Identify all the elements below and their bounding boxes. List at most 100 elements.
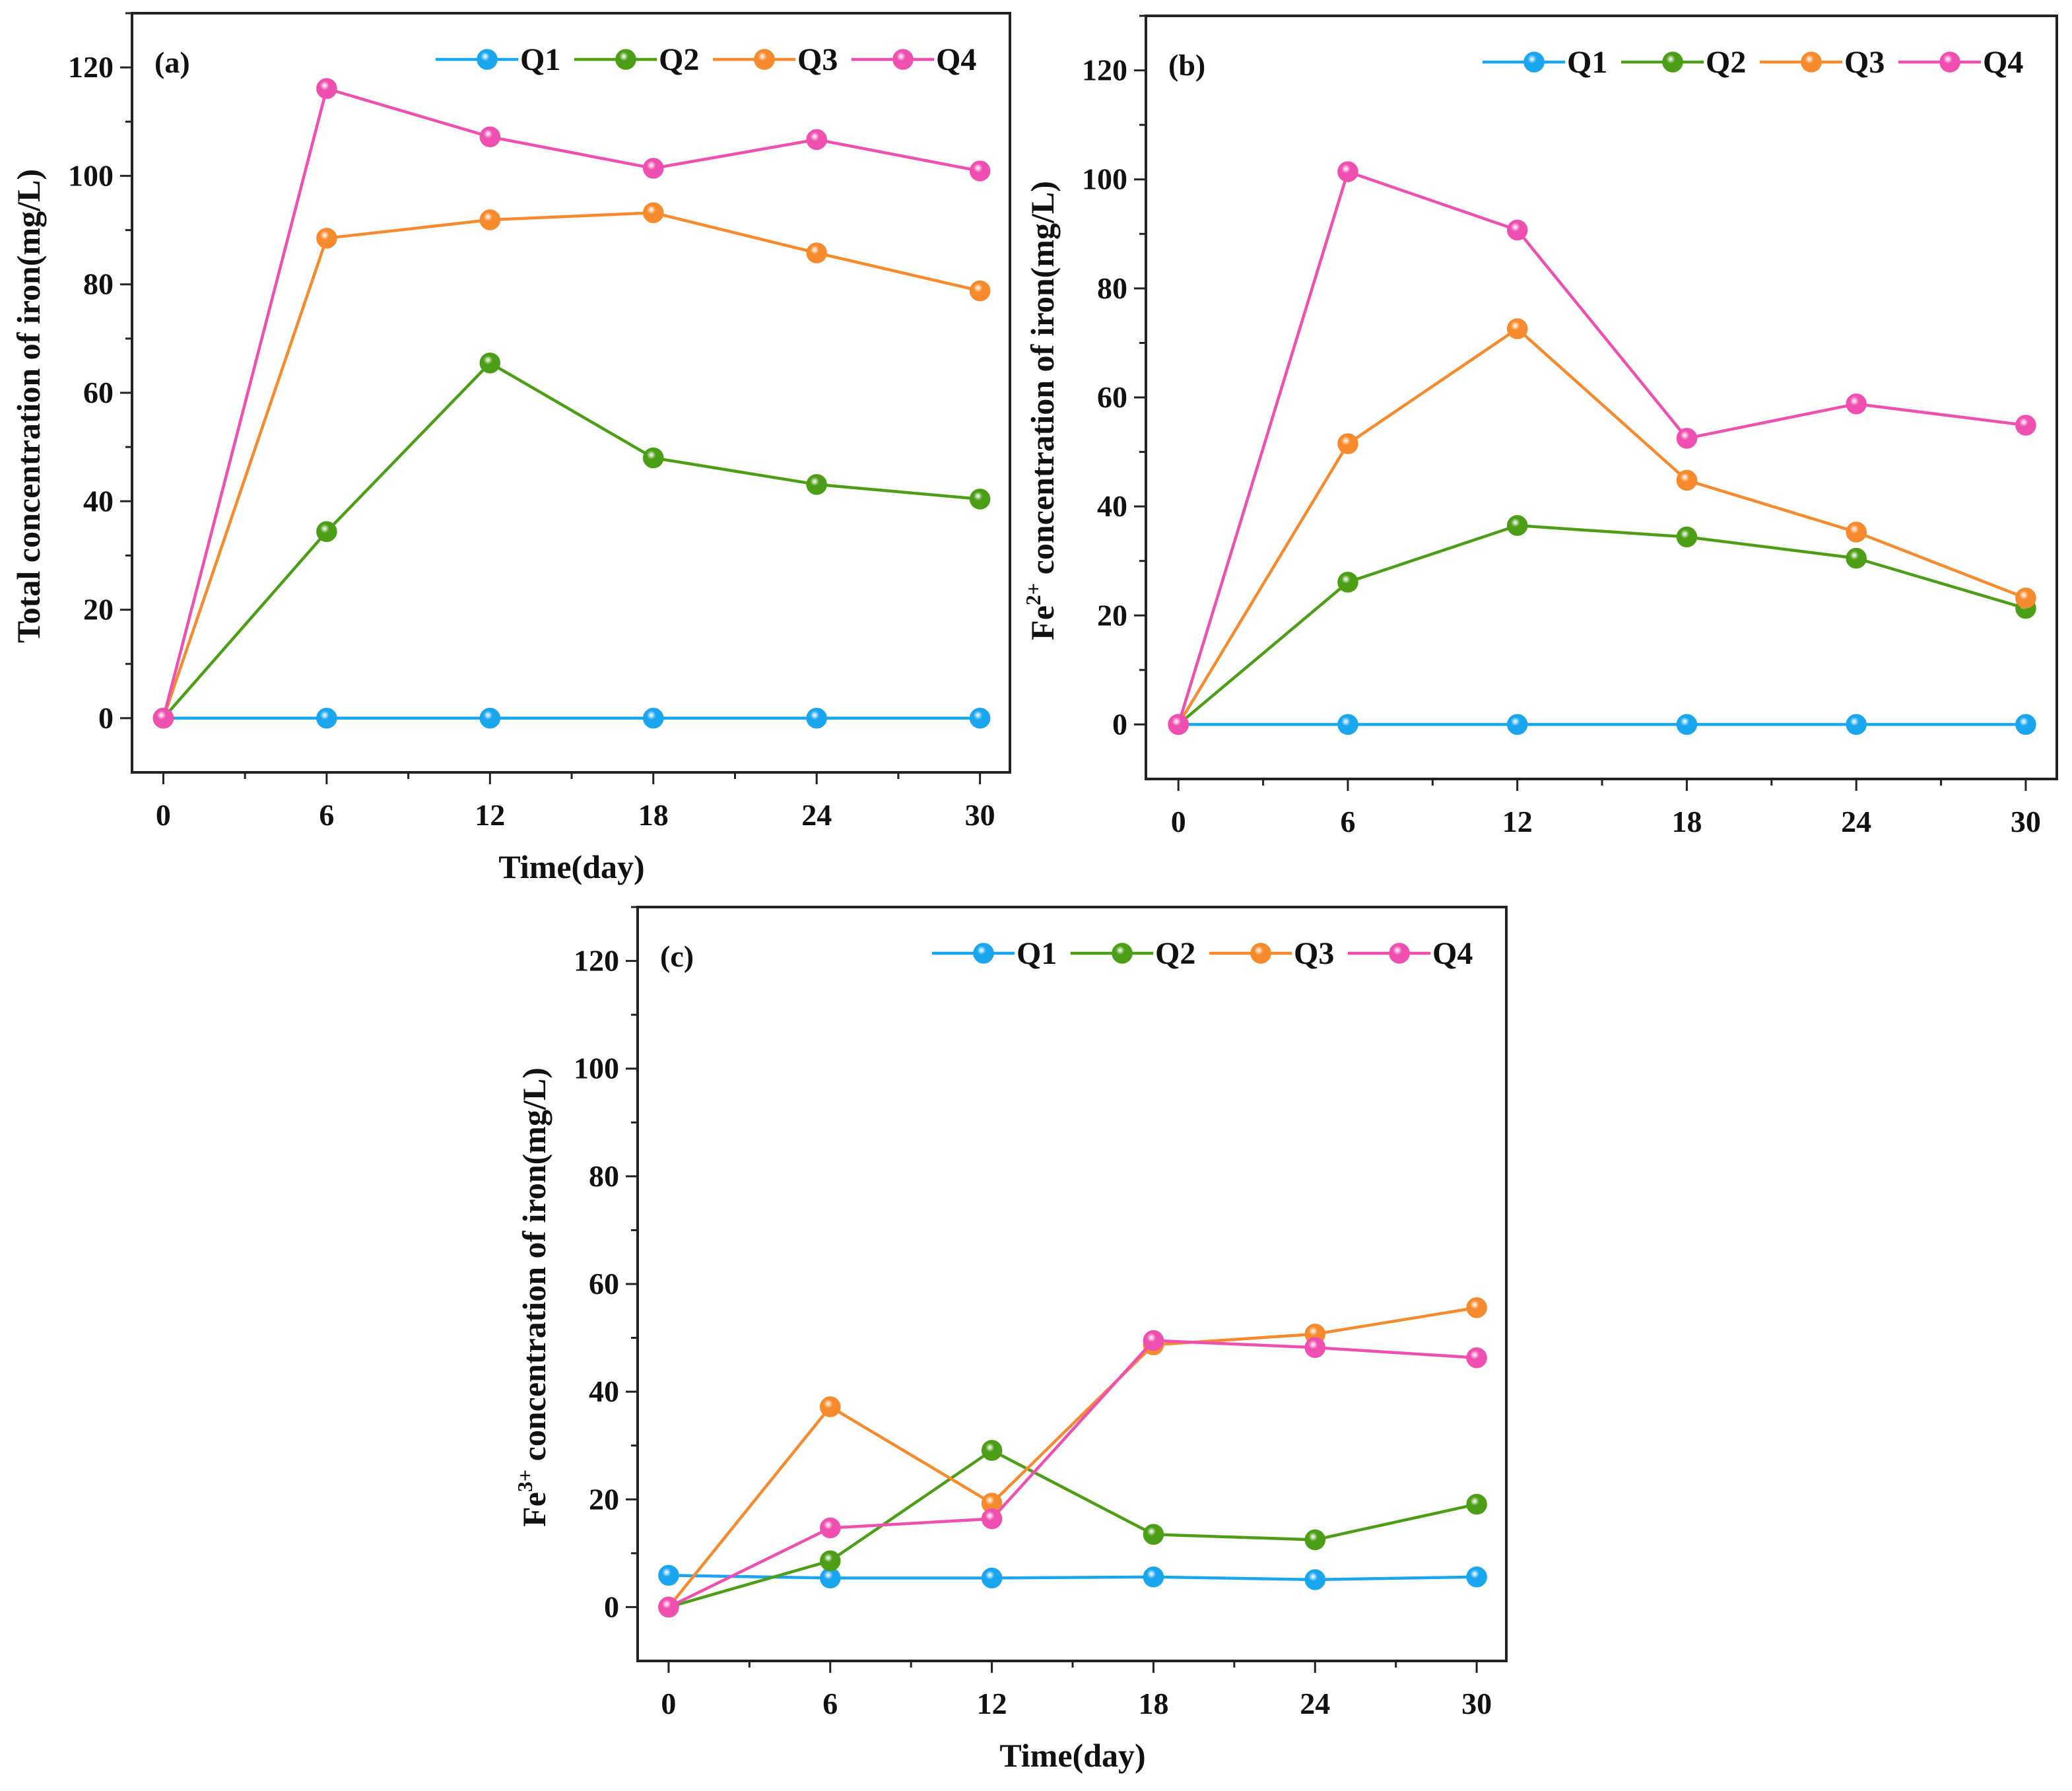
data-point-Q4	[1506, 219, 1528, 241]
series-line-Q4	[162, 86, 981, 719]
data-point-Q2	[1466, 1493, 1487, 1515]
data-point-Q4	[152, 708, 174, 729]
y-axis-title-part: Total concentration of iron(mg/L)	[10, 169, 47, 643]
series-line-Q2	[162, 360, 980, 720]
data-point-Q1	[658, 1565, 679, 1586]
data-point-Q4	[820, 1517, 841, 1539]
x-tick-label: 12	[1502, 805, 1533, 838]
series-Q4	[658, 1330, 1487, 1618]
legend-marker	[1112, 943, 1133, 964]
series-Q1	[152, 708, 991, 729]
series-line-Q3	[162, 211, 981, 719]
series-line-Q4	[667, 1339, 1477, 1609]
panel-a: 0 20 40 60 80 100 120 0 6 12 18 24 30 Time(day) Total …	[10, 12, 1011, 885]
data-point-Q2	[316, 521, 337, 543]
y-tick-label: 60	[83, 376, 114, 409]
legend-marker	[1939, 51, 1960, 73]
y-axis-title: Fe2+ concentration of iron(mg/L)	[1021, 181, 1061, 640]
x-tick-label: 0	[661, 1687, 676, 1720]
legend-label: Q1	[1017, 936, 1057, 971]
series-line-Q3	[667, 1306, 1477, 1608]
y-axis-title-part: concentration of iron(mg/L)	[1024, 181, 1061, 583]
series-line-Q3	[1177, 327, 2026, 726]
plot-frame	[1145, 15, 2058, 780]
legend-marker	[754, 49, 775, 70]
series-line-Q4	[1177, 170, 2026, 726]
y-tick-label: 60	[1097, 380, 1127, 414]
data-point-Q1	[1676, 714, 1698, 735]
data-point-Q1	[479, 708, 501, 729]
data-point-Q4	[806, 129, 827, 151]
y-axis-title-part: Fe	[1024, 605, 1061, 640]
legend-marker	[973, 943, 994, 964]
data-point-Q1	[316, 708, 337, 729]
data-point-Q1	[643, 708, 664, 729]
panel-c: 0 20 40 60 80 100 120 0 6 12 18 24 30 Time(day) Fe3+ c…	[513, 906, 1508, 1774]
legend-label: Q2	[1155, 936, 1195, 971]
legend-label: Q4	[1983, 45, 2023, 80]
y-tick-label: 100	[574, 1052, 619, 1085]
legend-marker	[1250, 943, 1271, 964]
data-point-Q3	[2015, 588, 2036, 609]
plot-frame	[131, 12, 1011, 774]
x-axis-title: Time(day)	[498, 848, 644, 885]
x-tick-label: 24	[1300, 1687, 1330, 1720]
x-tick-label: 24	[801, 798, 832, 832]
x-tick-label: 6	[822, 1687, 838, 1720]
legend-marker	[1523, 51, 1545, 73]
series-Q4	[1168, 161, 2036, 735]
y-tick-label: 80	[83, 267, 114, 301]
data-point-Q3	[1466, 1297, 1487, 1318]
x-tick-label: 6	[1340, 805, 1355, 838]
data-point-Q1	[1337, 714, 1358, 735]
legend-label: Q3	[1844, 45, 1885, 80]
y-tick-label: 100	[68, 158, 114, 192]
series-Q2	[152, 353, 991, 729]
x-tick-label: 0	[1171, 805, 1186, 838]
data-point-Q3	[316, 228, 337, 249]
data-point-Q4	[1304, 1337, 1326, 1359]
panel-b: 0 20 40 60 80 100 120 0 6 12 18 24 30 Fe2+ concentrat…	[1021, 15, 2058, 838]
data-point-Q3	[1846, 522, 1867, 543]
y-axis-title-part: Fe	[516, 1492, 552, 1527]
y-axis-title-superscript: 3+	[513, 1470, 537, 1492]
legend-label: Q3	[1294, 936, 1334, 971]
data-point-Q1	[1143, 1566, 1164, 1588]
y-tick-label: 60	[589, 1267, 619, 1301]
y-axis-title-superscript: 2+	[1021, 583, 1045, 605]
data-point-Q4	[1337, 161, 1358, 182]
data-point-Q4	[316, 78, 337, 99]
data-point-Q3	[643, 202, 664, 224]
data-point-Q4	[479, 126, 501, 148]
x-tick-label: 18	[638, 798, 669, 832]
data-point-Q2	[1143, 1524, 1164, 1545]
data-point-Q1	[981, 1567, 1003, 1589]
y-tick-label: 0	[1112, 707, 1127, 741]
series-line-Q2	[668, 1448, 1477, 1609]
data-point-Q2	[1304, 1529, 1326, 1551]
y-tick-label: 0	[98, 701, 114, 735]
series-Q3	[1168, 318, 2036, 735]
data-point-Q2	[806, 474, 827, 495]
data-point-Q4	[1846, 393, 1867, 415]
y-tick-label: 20	[83, 593, 114, 626]
legend-item-Q3: Q3	[1760, 45, 1885, 80]
x-tick-label: 30	[1461, 1687, 1492, 1720]
y-tick-label: 0	[604, 1590, 619, 1623]
plot-frame	[636, 906, 1508, 1662]
data-point-Q4	[981, 1508, 1003, 1530]
legend-label: Q4	[1432, 936, 1473, 971]
legend-marker	[615, 49, 636, 70]
data-point-Q1	[1846, 714, 1867, 735]
legend-marker	[892, 49, 914, 70]
x-axis-title: Time(day)	[999, 1737, 1145, 1774]
series-line-Q1	[668, 1574, 1477, 1582]
legend-item-Q1: Q1	[1483, 45, 1607, 80]
legend-item-Q3: Q3	[713, 42, 838, 77]
data-point-Q2	[1337, 572, 1358, 593]
y-axis-title-part: concentration of iron(mg/L)	[516, 1067, 552, 1470]
series-Q2	[1168, 515, 2036, 735]
data-point-Q2	[981, 1440, 1003, 1461]
y-tick-label: 40	[83, 484, 114, 518]
legend-label: Q3	[797, 42, 838, 77]
